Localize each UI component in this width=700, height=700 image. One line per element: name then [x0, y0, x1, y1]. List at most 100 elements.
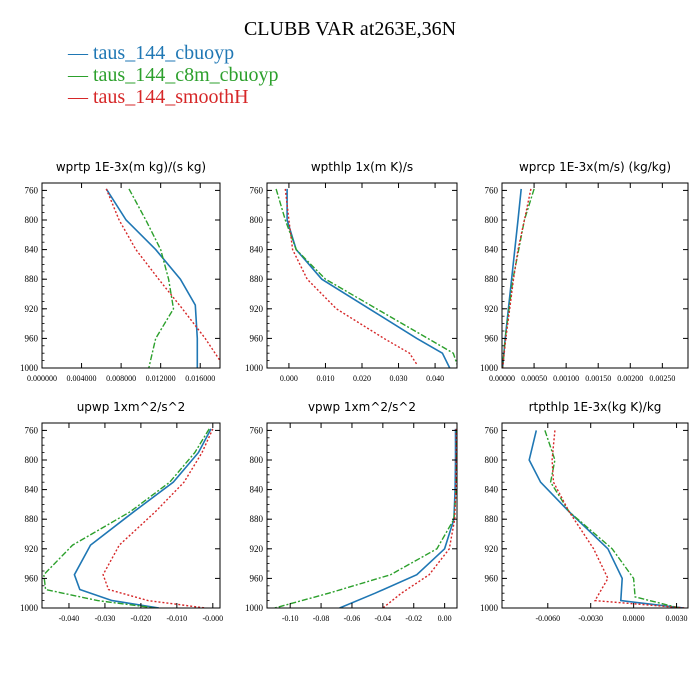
panel-6-xtick-label: 0.0030: [666, 614, 688, 623]
panel-2-series-1-line: [286, 188, 451, 368]
panel-4-series-1-line: [73, 428, 212, 608]
panel-5-xtick-label: -0.04: [375, 614, 392, 623]
panel-6-frame: [501, 422, 689, 609]
panel-2-series-3-line: [284, 188, 418, 365]
legend-label-cbuoyp: taus_144_cbuoyp: [93, 42, 235, 64]
panel-5-title: vpwp 1xm^2/s^2: [308, 400, 416, 414]
panel-5-ytick-label: 760: [250, 425, 264, 435]
panel-3-ytick-label: 960: [485, 333, 499, 343]
panel-1-series-2-line: [128, 188, 175, 368]
panel-1-series-3-line: [105, 188, 220, 361]
panel-3-title: wprcp 1E-3x(m/s) (kg/kg): [519, 160, 671, 174]
panel-2-title: wpthlp 1x(m K)/s: [311, 160, 413, 174]
panel-3-xtick-label: 0.00050: [521, 374, 547, 383]
panel-4-frame: [41, 422, 221, 609]
panel-4-ytick-label: 840: [25, 485, 39, 495]
legend-label-smoothh: taus_144_smoothH: [93, 86, 249, 108]
panel-1-xtick-label: 0.004000: [67, 374, 97, 383]
panel-3-series-1-line: [502, 188, 522, 368]
panel-4-ytick-label: 1000: [20, 603, 39, 613]
panel-5-series-2-line: [274, 428, 457, 608]
panel-1-series-1-line: [105, 188, 199, 368]
panel-5-xtick-label: -0.06: [344, 614, 361, 623]
panel-3-ytick-label: 920: [485, 304, 499, 314]
panel-1-xtick-label: 0.012000: [146, 374, 176, 383]
panel-5-xtick-label: 0.00: [438, 614, 452, 623]
panel-2-ytick-label: 800: [250, 215, 264, 225]
legend-entry-smoothh: — taus_144_smoothH: [68, 86, 249, 108]
panel-4-ytick-label: 800: [25, 455, 39, 465]
panel-3-xtick-label: 0.00250: [649, 374, 675, 383]
panel-1-xtick-label: 0.000000: [27, 374, 57, 383]
panel-3-ytick-label: 800: [485, 215, 499, 225]
panel-4-title: upwp 1xm^2/s^2: [77, 400, 186, 414]
panel-5-ytick-label: 880: [250, 514, 264, 524]
panel-3-series-3-line: [502, 188, 532, 368]
panel-1-title: wprtp 1E-3x(m kg)/(s kg): [56, 160, 206, 174]
panel-6-ytick-label: 760: [485, 425, 499, 435]
panel-5-xtick-label: -0.08: [313, 614, 330, 623]
panel-1-ytick-label: 920: [25, 304, 39, 314]
panel-4-series-2-line: [43, 428, 210, 608]
panel-4-xtick-label: -0.010: [167, 614, 188, 623]
panel-4-xtick-label: -0.030: [95, 614, 116, 623]
panel-2-xtick-label: 0.030: [390, 374, 408, 383]
panel-6-xtick-label: 0.0000: [623, 614, 645, 623]
panel-6-series-3-line: [551, 430, 686, 608]
panel-5-ytick-label: 840: [250, 485, 264, 495]
panel-2-ytick-label: 960: [250, 333, 264, 343]
panel-2-ytick-label: 880: [250, 274, 264, 284]
panel-6-ytick-label: 1000: [480, 603, 499, 613]
panel-2-frame: [266, 182, 458, 369]
panel-5-series-3-line: [382, 428, 457, 608]
panel-4-xtick-label: -0.020: [131, 614, 152, 623]
panel-2-ytick-label: 1000: [245, 363, 264, 373]
panel-5-xtick-label: -0.10: [282, 614, 299, 623]
panel-3-ytick-label: 840: [485, 245, 499, 255]
legend-label-c8m-cbuoyp: taus_144_c8m_cbuoyp: [93, 64, 279, 86]
panel-3-ytick-label: 880: [485, 274, 499, 284]
legend: — taus_144_cbuoyp — taus_144_c8m_cbuoyp …: [68, 42, 279, 108]
panel-6-xtick-label: -0.0060: [535, 614, 560, 623]
panel-1-ytick-label: 800: [25, 215, 39, 225]
legend-entry-cbuoyp: — taus_144_cbuoyp: [68, 42, 235, 64]
panel-2-ytick-label: 920: [250, 304, 264, 314]
panel-6-ytick-label: 880: [485, 514, 499, 524]
panel-4-ytick-label: 760: [25, 425, 39, 435]
panel-2-xtick-label: 0.040: [426, 374, 444, 383]
panel-2-xtick-label: 0.000: [280, 374, 298, 383]
panel-5-ytick-label: 800: [250, 455, 264, 465]
panel-2-series-2-line: [275, 188, 457, 365]
panel-4-xtick-label: -0.040: [59, 614, 80, 623]
panel-6-ytick-label: 960: [485, 573, 499, 583]
panel-4-xtick-label: -0.000: [202, 614, 223, 623]
panel-4-ytick-label: 960: [25, 573, 39, 583]
panel-3-xtick-label: 0.00200: [617, 374, 643, 383]
panel-3-xtick-label: 0.00150: [585, 374, 611, 383]
panel-2-ytick-label: 840: [250, 245, 264, 255]
panel-5-series-1-line: [339, 428, 457, 608]
panel-6-ytick-label: 800: [485, 455, 499, 465]
panel-6-series-2-line: [544, 430, 680, 608]
panel-3-ytick-label: 1000: [480, 363, 499, 373]
panel-3-frame: [501, 182, 689, 369]
panel-2-xtick-label: 0.010: [316, 374, 334, 383]
panel-6-ytick-label: 840: [485, 485, 499, 495]
panel-4-series-3-line: [102, 428, 214, 608]
panel-3-ytick-label: 760: [485, 185, 499, 195]
panel-6-ytick-label: 920: [485, 544, 499, 554]
panel-5-ytick-label: 1000: [245, 603, 264, 613]
panel-1-ytick-label: 880: [25, 274, 39, 284]
panel-1-ytick-label: 1000: [20, 363, 39, 373]
figure-title: CLUBB VAR at263E,36N: [243, 18, 457, 40]
panel-2-ytick-label: 760: [250, 185, 264, 195]
panel-5-frame: [266, 422, 458, 609]
panel-3-xtick-label: 0.00100: [553, 374, 579, 383]
panel-1-ytick-label: 960: [25, 333, 39, 343]
panel-5-ytick-label: 920: [250, 544, 264, 554]
panel-1-xtick-label: 0.008000: [106, 374, 136, 383]
panel-4-ytick-label: 880: [25, 514, 39, 524]
panel-6-title: rtpthlp 1E-3x(kg K)/kg: [529, 400, 662, 414]
panel-2-xtick-label: 0.020: [353, 374, 371, 383]
